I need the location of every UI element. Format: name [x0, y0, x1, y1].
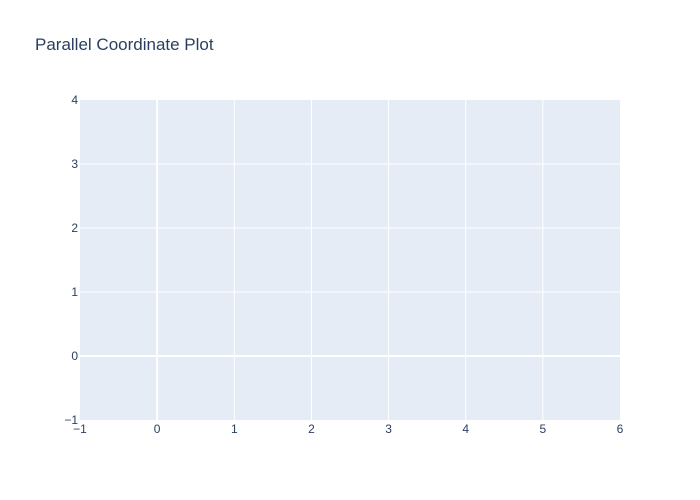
y-tick-label: 0 [71, 349, 78, 363]
chart-title: Parallel Coordinate Plot [35, 35, 214, 54]
x-tick-label: 5 [540, 422, 547, 436]
y-tick-label: 3 [71, 157, 78, 171]
x-tick-label: 1 [231, 422, 238, 436]
x-tick-label: 4 [462, 422, 469, 436]
x-tick-label: −1 [73, 422, 87, 436]
x-tick-label: 3 [385, 422, 392, 436]
x-tick-label: 6 [617, 422, 624, 436]
x-tick-label: 0 [154, 422, 161, 436]
y-tick-label: 2 [71, 221, 78, 235]
axis-ticks: −1 0 1 2 3 4 5 6 −1 0 1 2 3 4 [64, 93, 623, 436]
x-tick-label: 2 [308, 422, 315, 436]
y-tick-label: 4 [71, 93, 78, 107]
plot-area [80, 100, 620, 420]
y-tick-label: −1 [64, 413, 78, 427]
y-tick-label: 1 [71, 285, 78, 299]
grid-lines [80, 100, 620, 420]
